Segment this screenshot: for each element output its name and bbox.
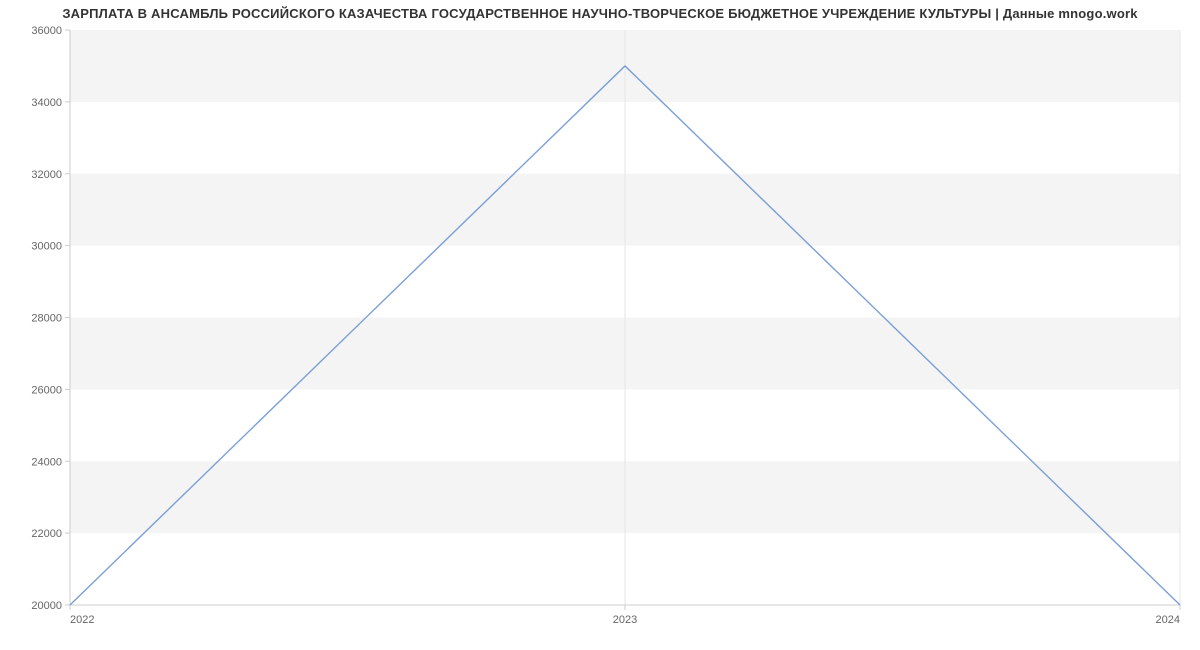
- y-tick-label: 32000: [31, 169, 62, 181]
- x-tick-label: 2024: [1156, 614, 1180, 626]
- y-tick-label: 22000: [31, 528, 62, 540]
- chart-svg: 20000 22000 24000 26000 28000 30000 32000 34000…: [0, 0, 1200, 650]
- y-tick-label: 36000: [31, 25, 62, 37]
- y-tick-label: 28000: [31, 313, 62, 325]
- chart-container: ЗАРПЛАТА В АНСАМБЛЬ РОССИЙСКОГО КАЗАЧЕСТ…: [0, 0, 1200, 650]
- y-tick-label: 20000: [31, 600, 62, 612]
- x-tick-label: 2023: [613, 614, 637, 626]
- y-tick-label: 30000: [31, 241, 62, 253]
- x-tick-label: 2022: [70, 614, 94, 626]
- y-tick-label: 34000: [31, 97, 62, 109]
- y-tick-label: 26000: [31, 384, 62, 396]
- y-tick-label: 24000: [31, 456, 62, 468]
